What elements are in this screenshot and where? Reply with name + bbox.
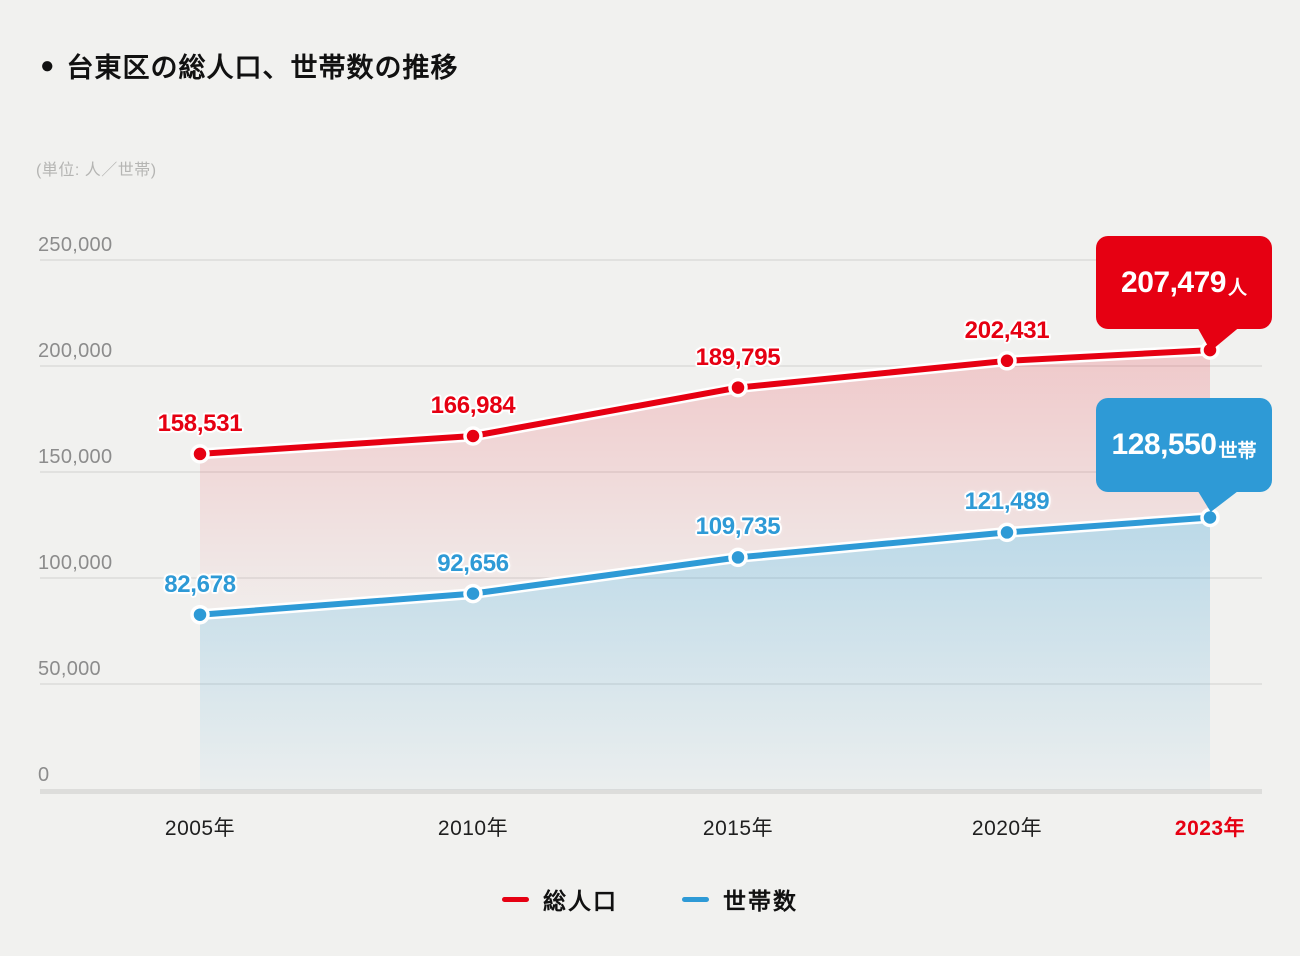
- page-title: 台東区の総人口、世帯数の推移: [66, 53, 459, 83]
- population-line-swatch-icon: [502, 896, 529, 902]
- households-value-label-2015: 109,735: [695, 513, 781, 541]
- x-axis-label-2015: 2015年: [702, 817, 774, 840]
- y-axis-label-150000: 150,000: [38, 446, 113, 468]
- unit-label: (単位: 人／世帯): [36, 162, 157, 179]
- population-callout-unit: 人: [1227, 278, 1247, 299]
- legend-label-population: 総人口: [543, 888, 618, 914]
- population-value-label-2020: 202,431: [964, 316, 1050, 344]
- population-callout-value: 207,479: [1121, 265, 1226, 299]
- y-axis-label-250000: 250,000: [38, 234, 113, 256]
- households-line-swatch-icon: [682, 896, 709, 902]
- y-axis-label-200000: 200,000: [38, 340, 113, 362]
- chart-title-row: ● 台東区の総人口、世帯数の推移: [40, 46, 459, 85]
- population-value-label-2010: 166,984: [430, 391, 516, 419]
- households-value-label-2005: 82,678: [164, 570, 236, 598]
- x-axis-label-2010: 2010年: [437, 817, 509, 840]
- households-value-label-2010: 92,656: [437, 549, 509, 577]
- legend-item-households: 世帯数: [682, 882, 798, 916]
- y-axis-label-0: 0: [38, 764, 50, 786]
- y-axis-label-100000: 100,000: [38, 552, 113, 574]
- population-value-label-2005: 158,531: [157, 409, 243, 437]
- households-callout-bubble: 128,550 世帯: [1096, 398, 1272, 512]
- legend-label-households: 世帯数: [723, 888, 798, 914]
- y-axis-label-50000: 50,000: [38, 658, 101, 680]
- population-callout-bubble: 207,479 人: [1096, 236, 1272, 351]
- legend: 総人口 世帯数: [0, 882, 1300, 916]
- population-value-label-2015: 189,795: [695, 343, 781, 371]
- x-axis-label-2020: 2020年: [971, 817, 1043, 840]
- legend-item-population: 総人口: [502, 882, 618, 916]
- x-axis-label-2023-highlighted: 2023年: [1174, 817, 1246, 840]
- households-callout-unit: 世帯: [1218, 440, 1257, 462]
- bullet-icon: ●: [40, 51, 55, 79]
- households-callout-value: 128,550: [1111, 428, 1217, 461]
- households-value-label-2020: 121,489: [964, 488, 1050, 516]
- x-axis-label-2005: 2005年: [164, 817, 236, 840]
